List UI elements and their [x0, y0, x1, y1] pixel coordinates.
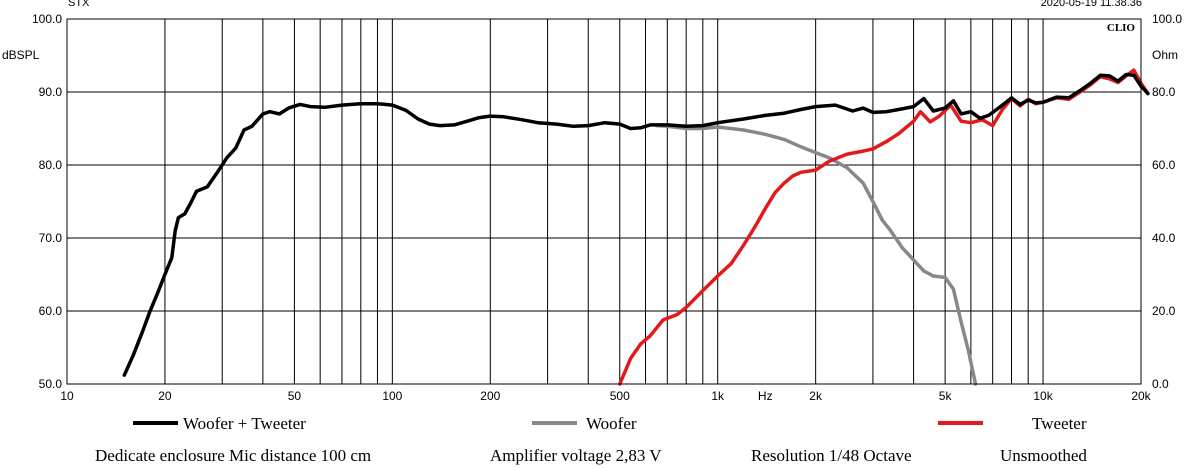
- legend-label-woofer-tweeter: Woofer + Tweeter: [183, 414, 306, 433]
- plot-frame: [66, 18, 1142, 385]
- x-tick-label: 50: [288, 389, 302, 403]
- footer-resolution: Resolution 1/48 Octave: [751, 446, 912, 465]
- y-tick-label-right: 100.0: [1152, 12, 1182, 26]
- series-line-woofer: [655, 123, 978, 386]
- x-tick-label: 5k: [939, 389, 953, 403]
- y-tick-label-left: 90.0: [39, 85, 63, 99]
- y-tick-label-left: 80.0: [39, 158, 63, 172]
- y-tick-label-right: 40.0: [1152, 231, 1176, 245]
- y-tick-label-left: 60.0: [39, 304, 63, 318]
- x-tick-label: 20k: [1131, 389, 1151, 403]
- x-tick-label: 2k: [809, 389, 823, 403]
- y-tick-label-right: 20.0: [1152, 304, 1176, 318]
- x-axis-unit-label: Hz: [758, 389, 773, 403]
- footer-enclosure: Dedicate enclosure Mic distance 100 cm: [95, 446, 371, 465]
- legend-label-tweeter: Tweeter: [1032, 414, 1087, 433]
- y-tick-label-right: 80.0: [1152, 85, 1176, 99]
- x-tick-label: 10: [60, 389, 74, 403]
- header-left-label: STX: [68, 0, 90, 9]
- x-tick-label: 500: [610, 389, 630, 403]
- y-tick-label-right: 60.0: [1152, 158, 1176, 172]
- clio-brand-label: CLIO: [1107, 22, 1136, 34]
- series-line-woofer-tweeter: [122, 72, 1150, 377]
- y-tick-label-left: 50.0: [39, 377, 63, 391]
- y-axis-ticks-right: 0.0 20.0 40.0 60.0 80.0 100.0: [1152, 12, 1182, 391]
- x-axis-ticks: 10 20 50 100 200 500 1k Hz 2k 5k 10k 20k: [60, 389, 1151, 403]
- y-axis-unit-right: Ohm: [1152, 48, 1178, 62]
- x-tick-label: 20: [158, 389, 172, 403]
- legend-label-woofer: Woofer: [586, 414, 637, 433]
- x-tick-label: 10k: [1033, 389, 1053, 403]
- footer-smoothing: Unsmoothed: [1000, 446, 1087, 465]
- series-line-tweeter: [618, 68, 1150, 386]
- y-tick-label-left: 70.0: [39, 231, 63, 245]
- series-lines: [122, 68, 1150, 386]
- x-tick-label: 200: [480, 389, 500, 403]
- y-tick-label-right: 0.0: [1152, 377, 1169, 391]
- x-tick-label: 100: [382, 389, 402, 403]
- y-tick-label-left: 100.0: [32, 12, 62, 26]
- grid-lines: [67, 19, 1141, 384]
- header-right-timestamp: 2020-05-19 11.38.36: [1041, 0, 1142, 9]
- x-tick-label: 1k: [711, 389, 725, 403]
- y-axis-unit-left: dBSPL: [2, 48, 40, 62]
- y-axis-ticks-left: 50.0 60.0 70.0 80.0 90.0 100.0: [32, 12, 62, 391]
- footer-amplifier: Amplifier voltage 2,83 V: [490, 446, 662, 465]
